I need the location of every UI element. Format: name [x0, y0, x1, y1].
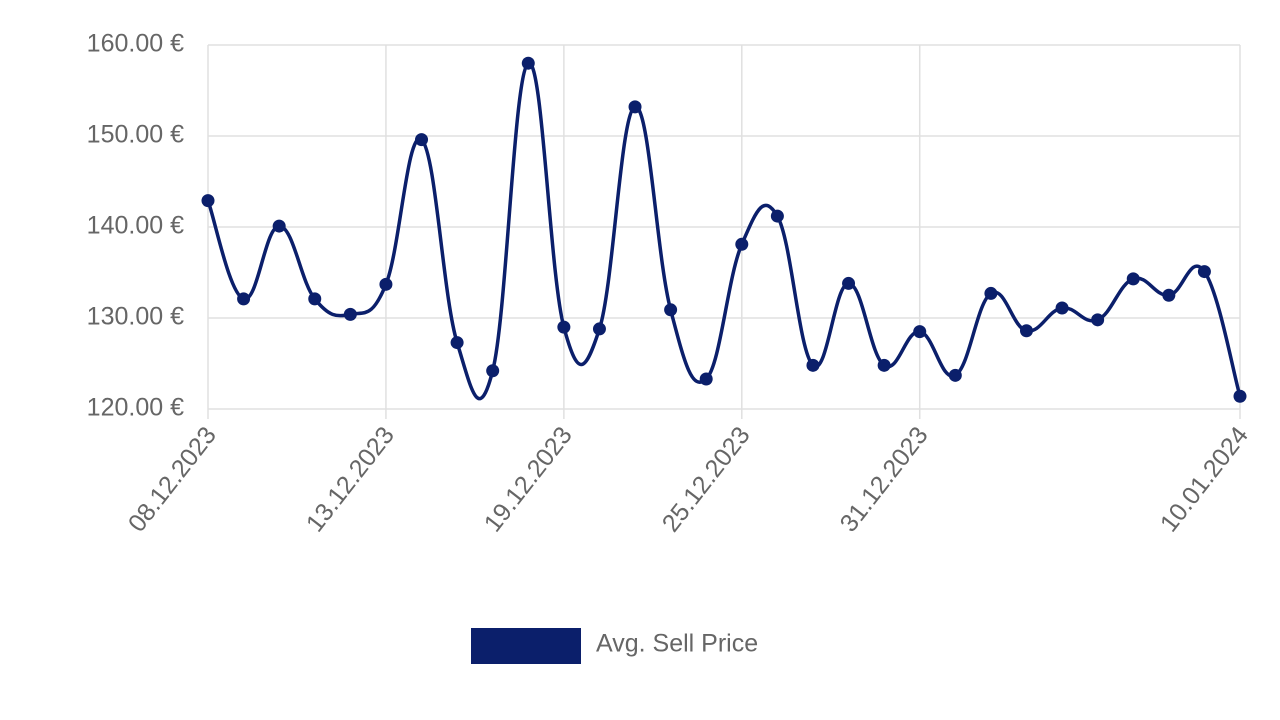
x-tick-label: 10.01.2024	[1155, 421, 1254, 537]
x-tick-label: 08.12.2023	[123, 422, 222, 538]
data-point	[948, 368, 962, 382]
x-tick-label: 13.12.2023	[301, 422, 400, 538]
data-point	[1055, 301, 1069, 315]
x-tick-label: 19.12.2023	[479, 422, 578, 538]
x-tick-label: 31.12.2023	[835, 422, 934, 538]
y-tick-label: 160.00 €	[87, 30, 184, 58]
data-point	[557, 320, 571, 334]
legend-label: Avg. Sell Price	[596, 630, 758, 658]
data-point	[272, 219, 286, 233]
data-point	[842, 276, 856, 290]
data-point	[379, 277, 393, 291]
data-point	[628, 100, 642, 114]
data-point	[664, 303, 678, 317]
data-point	[735, 237, 749, 251]
data-point	[1019, 324, 1033, 338]
data-point	[237, 292, 251, 306]
data-point	[1233, 389, 1247, 403]
data-point	[1091, 313, 1105, 327]
data-point	[877, 358, 891, 372]
y-tick-label: 120.00 €	[87, 394, 184, 422]
data-point	[699, 372, 713, 386]
y-tick-label: 140.00 €	[87, 212, 184, 240]
data-point	[984, 286, 998, 300]
data-point	[913, 325, 927, 339]
data-point	[308, 292, 322, 306]
data-point	[343, 307, 357, 321]
data-point	[592, 322, 606, 336]
legend-swatch	[471, 628, 581, 664]
data-point	[806, 358, 820, 372]
data-point	[1126, 272, 1140, 286]
data-point	[415, 133, 429, 147]
data-point	[201, 194, 215, 208]
data-point	[521, 56, 535, 70]
y-tick-label: 130.00 €	[87, 303, 184, 331]
series-line	[206, 61, 1242, 401]
x-tick-label: 25.12.2023	[657, 422, 756, 538]
y-tick-label: 150.00 €	[87, 121, 184, 149]
data-point	[450, 336, 464, 350]
data-point	[1162, 288, 1176, 302]
data-point	[770, 209, 784, 223]
data-point	[486, 364, 500, 378]
data-point	[1197, 265, 1211, 279]
